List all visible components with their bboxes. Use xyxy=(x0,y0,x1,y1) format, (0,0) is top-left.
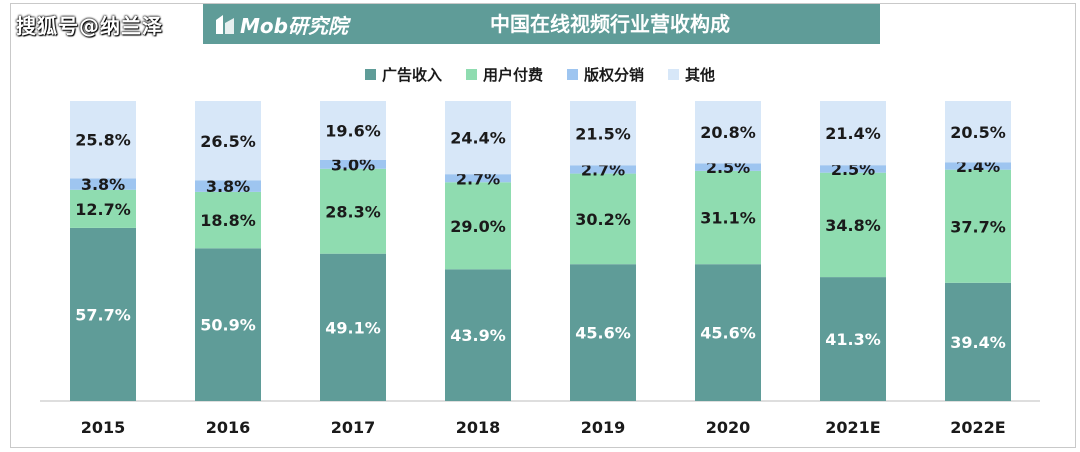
x-tick-label: 2020 xyxy=(706,418,751,437)
bar-segment xyxy=(320,159,386,169)
bar-segment xyxy=(945,101,1011,163)
data-label: 21.5% xyxy=(575,124,631,143)
legend-swatch xyxy=(364,68,376,80)
data-label: 24.4% xyxy=(450,129,506,148)
x-tick-label: 2015 xyxy=(81,418,126,437)
bar-segment xyxy=(820,172,886,278)
bar-segment xyxy=(445,101,511,175)
legend-item: 其他 xyxy=(668,63,715,85)
legend-swatch xyxy=(567,68,578,80)
bar-segment xyxy=(695,101,761,164)
x-tick-label: 2021E xyxy=(825,418,880,437)
data-label: 34.8% xyxy=(825,216,881,235)
x-tick-label: 2022E xyxy=(950,418,1005,437)
data-label: 50.9% xyxy=(200,316,256,335)
data-label: 20.8% xyxy=(700,123,756,142)
data-label: 26.5% xyxy=(200,132,256,151)
bar-segment xyxy=(70,178,136,190)
bar-segment xyxy=(570,101,636,166)
bar-segment xyxy=(70,101,136,179)
bar-segment xyxy=(695,163,761,171)
bar-segment xyxy=(945,282,1011,401)
bar-segment xyxy=(195,180,261,192)
legend-item: 版权分销 xyxy=(567,63,644,85)
bar-segment xyxy=(445,174,511,183)
data-label: 19.6% xyxy=(325,121,381,140)
x-tick-label: 2017 xyxy=(331,418,376,437)
x-tick-label: 2019 xyxy=(581,418,626,437)
legend-item: 用户付费 xyxy=(465,63,543,85)
data-label: 30.2% xyxy=(575,210,631,229)
bar-segment xyxy=(820,165,886,173)
bar-segment xyxy=(570,165,636,174)
bar-segment xyxy=(570,264,636,401)
bar-segment xyxy=(70,227,136,401)
data-label: 43.9% xyxy=(450,326,506,345)
brand-name: Mob研究院 xyxy=(240,13,348,38)
bar-segment xyxy=(320,101,386,160)
bar-segment xyxy=(320,168,386,254)
brand: Mob研究院 xyxy=(214,9,348,39)
legend: 广告收入 用户付费 版权分销 其他 xyxy=(0,63,1080,85)
data-label: 49.1% xyxy=(325,318,381,337)
data-label: 41.3% xyxy=(825,330,881,349)
legend-label: 版权分销 xyxy=(584,65,645,84)
mob-logo-icon xyxy=(216,15,234,34)
data-label: 3.0% xyxy=(331,155,375,174)
bar-segment xyxy=(195,101,261,181)
legend-label: 广告收入 xyxy=(381,65,442,84)
bar-segment xyxy=(695,264,761,401)
data-label: 25.8% xyxy=(75,131,131,150)
data-label: 3.8% xyxy=(206,177,250,196)
bar-segment xyxy=(320,253,386,401)
data-label: 31.1% xyxy=(700,209,756,228)
title-bar xyxy=(203,4,880,44)
data-label: 39.4% xyxy=(950,333,1006,352)
bar-segment xyxy=(445,182,511,270)
source-watermark: 搜狐号@纳兰泽 xyxy=(16,14,163,38)
bar-segment xyxy=(570,173,636,265)
data-label: 20.5% xyxy=(950,123,1006,142)
bar-segment xyxy=(945,169,1011,283)
x-tick-label: 2016 xyxy=(206,418,251,437)
chart-frame xyxy=(10,3,1076,448)
bar-segment xyxy=(945,162,1011,170)
bar-segment xyxy=(195,248,261,401)
bar-segment xyxy=(445,269,511,401)
data-label: 29.0% xyxy=(450,217,506,236)
bar-segment xyxy=(820,101,886,166)
data-label: 28.3% xyxy=(325,202,381,221)
legend-label: 用户付费 xyxy=(482,65,543,84)
data-label: 18.8% xyxy=(200,211,256,230)
x-tick-label: 2018 xyxy=(456,418,501,437)
legend-swatch xyxy=(668,68,680,80)
bar-segment xyxy=(695,170,761,265)
bar-segment xyxy=(195,191,261,249)
chart-title: 中国在线视频行业营收构成 xyxy=(490,12,730,36)
legend-swatch xyxy=(465,68,477,80)
data-label: 45.6% xyxy=(700,324,756,343)
data-label: 57.7% xyxy=(75,305,131,324)
data-label: 3.8% xyxy=(81,175,125,194)
legend-item: 广告收入 xyxy=(364,63,442,85)
data-label: 21.4% xyxy=(825,124,881,143)
legend-label: 其他 xyxy=(685,65,716,84)
bar-segment xyxy=(70,189,136,228)
data-label: 37.7% xyxy=(950,217,1006,236)
data-label: 45.6% xyxy=(575,324,631,343)
bar-segment xyxy=(820,277,886,401)
data-label: 12.7% xyxy=(75,200,131,219)
